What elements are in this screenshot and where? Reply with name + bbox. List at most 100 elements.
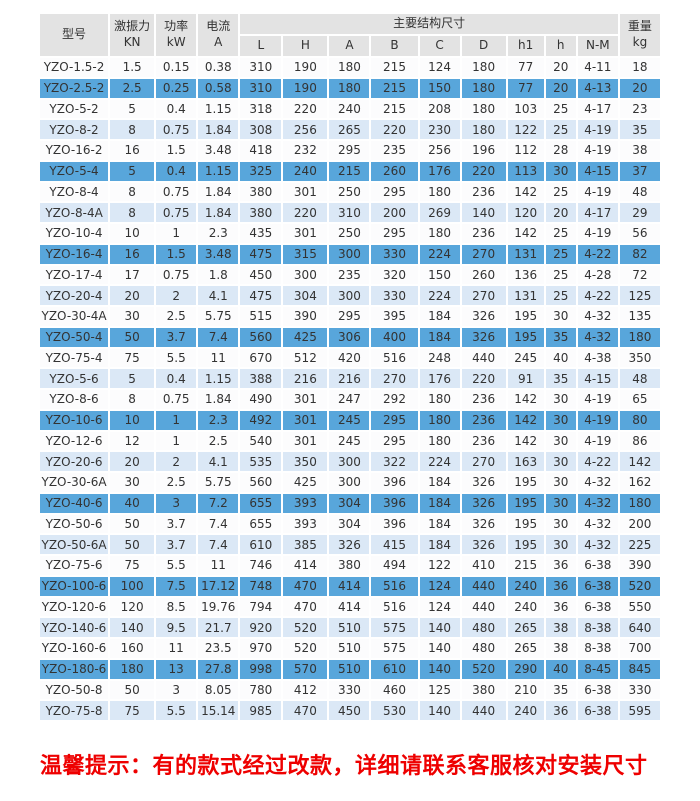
cell-dim-nm: 6-38 (577, 597, 618, 617)
cell-dim-l: 540 (240, 431, 282, 451)
cell-power: 1 (156, 410, 197, 430)
cell-weight: 350 (619, 348, 660, 368)
cell-dim-nm: 4-19 (577, 141, 618, 160)
cell-model: YZO-160-6 (40, 639, 109, 658)
cell-excitation-force: 8 (110, 203, 155, 222)
cell-model: YZO-140-6 (40, 618, 109, 637)
table-row: YZO-16-2 16 1.5 3.48 418 232 295 235 256… (40, 141, 660, 160)
cell-dim-l: 492 (240, 410, 282, 430)
cell-model: YZO-180-6 (40, 659, 109, 679)
cell-dim-h1: 215 (507, 556, 544, 575)
table-row: YZO-20-6 20 2 4.1 535 350 300 322 224 27… (40, 452, 660, 471)
cell-dim-nm: 4-22 (577, 244, 618, 264)
cell-model: YZO-8-2 (40, 120, 109, 139)
cell-dim-c: 224 (419, 286, 460, 305)
cell-excitation-force: 75 (110, 348, 155, 368)
table-row: YZO-5-4 5 0.4 1.15 325 240 215 260 176 2… (40, 161, 660, 181)
cell-current: 1.84 (198, 390, 239, 409)
cell-model: YZO-30-6A (40, 473, 109, 492)
cell-dim-h1: 210 (507, 680, 544, 700)
cell-dim-b: 215 (371, 99, 418, 119)
cell-dim-l: 610 (240, 535, 282, 554)
cell-dim-l: 310 (240, 78, 282, 98)
cell-model: YZO-50-6A (40, 535, 109, 554)
cell-dim-h: 36 (545, 597, 576, 617)
cell-dim-a: 380 (329, 556, 370, 575)
cell-dim-h-cap: 393 (283, 514, 328, 534)
cell-excitation-force: 75 (110, 701, 155, 720)
cell-dim-a: 265 (329, 120, 370, 139)
cell-dim-l: 325 (240, 161, 282, 181)
spec-sheet-page: 型号 激振力 KN 功率 kW 电流 A 主要结构尺寸 重量 kg L H A … (0, 12, 700, 801)
cell-power: 0.4 (156, 161, 197, 181)
cell-power: 0.4 (156, 99, 197, 119)
cell-weight: 82 (619, 244, 660, 264)
cell-dim-h1: 120 (507, 203, 544, 222)
cell-dim-d: 260 (461, 265, 506, 285)
cell-dim-a: 235 (329, 265, 370, 285)
cell-model: YZO-50-4 (40, 327, 109, 347)
cell-excitation-force: 2.5 (110, 78, 155, 98)
cell-weight: 37 (619, 161, 660, 181)
cell-dim-b: 396 (371, 493, 418, 513)
cell-dim-d: 236 (461, 390, 506, 409)
cell-dim-b: 516 (371, 576, 418, 596)
cell-dim-c: 124 (419, 576, 460, 596)
table-row: YZO-75-8 75 5.5 15.14 985 470 450 530 14… (40, 701, 660, 720)
cell-dim-d: 220 (461, 369, 506, 388)
cell-dim-h1: 240 (507, 576, 544, 596)
cell-dim-d: 180 (461, 99, 506, 119)
cell-dim-h-cap: 301 (283, 390, 328, 409)
cell-model: YZO-8-4 (40, 182, 109, 202)
cell-excitation-force: 120 (110, 597, 155, 617)
cell-model: YZO-5-4 (40, 161, 109, 181)
cell-dim-h: 30 (545, 473, 576, 492)
cell-dim-h: 38 (545, 639, 576, 658)
cell-dim-h: 36 (545, 701, 576, 720)
cell-dim-a: 295 (329, 141, 370, 160)
cell-dim-l: 985 (240, 701, 282, 720)
cell-power: 3.7 (156, 535, 197, 554)
cell-dim-l: 418 (240, 141, 282, 160)
cell-dim-d: 236 (461, 182, 506, 202)
cell-dim-a: 250 (329, 182, 370, 202)
table-header: 型号 激振力 KN 功率 kW 电流 A 主要结构尺寸 重量 kg L H A … (40, 14, 660, 56)
cell-weight: 23 (619, 99, 660, 119)
cell-current: 7.4 (198, 327, 239, 347)
cell-dim-a: 414 (329, 576, 370, 596)
cell-dim-a: 510 (329, 639, 370, 658)
cell-dim-c: 124 (419, 58, 460, 77)
cell-power: 0.4 (156, 369, 197, 388)
cell-power: 3 (156, 493, 197, 513)
cell-excitation-force: 30 (110, 473, 155, 492)
cell-dim-h1: 195 (507, 473, 544, 492)
cell-dim-nm: 4-32 (577, 307, 618, 326)
cell-dim-l: 535 (240, 452, 282, 471)
cell-dim-l: 388 (240, 369, 282, 388)
cell-dim-d: 440 (461, 576, 506, 596)
cell-dim-h: 30 (545, 535, 576, 554)
cell-model: YZO-8-4A (40, 203, 109, 222)
cell-dim-h: 20 (545, 58, 576, 77)
cell-dim-h1: 195 (507, 493, 544, 513)
cell-weight: 162 (619, 473, 660, 492)
cell-current: 2.5 (198, 431, 239, 451)
cell-dim-h1: 131 (507, 286, 544, 305)
cell-dim-nm: 4-19 (577, 410, 618, 430)
cell-current: 23.5 (198, 639, 239, 658)
cell-dim-nm: 4-17 (577, 99, 618, 119)
cell-dim-h1: 131 (507, 244, 544, 264)
cell-current: 19.76 (198, 597, 239, 617)
cell-weight: 72 (619, 265, 660, 285)
cell-dim-nm: 4-19 (577, 182, 618, 202)
cell-weight: 48 (619, 182, 660, 202)
cell-excitation-force: 50 (110, 680, 155, 700)
cell-dim-h1: 290 (507, 659, 544, 679)
cell-dim-h-cap: 301 (283, 182, 328, 202)
cell-dim-a: 300 (329, 473, 370, 492)
table-row: YZO-5-2 5 0.4 1.15 318 220 240 215 208 1… (40, 99, 660, 119)
cell-dim-h-cap: 190 (283, 78, 328, 98)
cell-power: 3 (156, 680, 197, 700)
cell-dim-a: 245 (329, 410, 370, 430)
cell-excitation-force: 10 (110, 410, 155, 430)
